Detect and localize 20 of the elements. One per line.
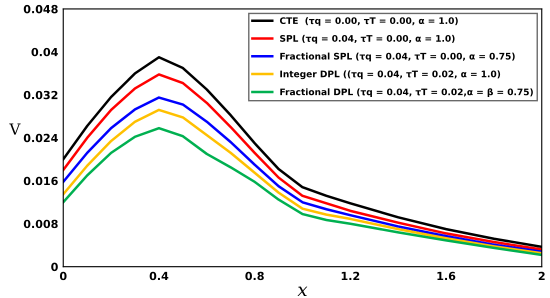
legend-label: Fractional DPL (τq = 0.04, τT = 0.02,α = β = 0.75): [280, 88, 533, 98]
y-tick-label: 0.04: [32, 48, 58, 56]
y-tick-label: 0: [51, 262, 58, 272]
y-tick-label: 0.048: [24, 4, 58, 14]
x-tick-label: 1.6: [437, 272, 456, 280]
legend-label: Fractional SPL (τq = 0.04, τT = 0.00, α = 0.75): [280, 52, 515, 62]
x-tick-label: 0.4: [150, 272, 168, 280]
x-tick-label: 1.2: [342, 272, 360, 280]
x-tick-label: 0.8: [245, 272, 264, 280]
y-tick-label: 0.016: [24, 176, 58, 186]
y-tick-label: 0.024: [24, 134, 58, 142]
legend-label: Integer DPL ((τq = 0.04, τT = 0.02, α = 1.0): [280, 70, 500, 80]
x-tick-label: 2: [538, 272, 545, 280]
y-tick-label: 0.008: [24, 220, 58, 228]
legend-label: CTE (τq = 0.00, τT = 0.00, α = 1.0): [280, 17, 458, 26]
x-tick-label: 0: [60, 272, 67, 280]
legend-label: SPL (τq = 0.04, τT = 0.00, α = 1.0): [280, 34, 455, 44]
y-axis-title: V: [9, 124, 21, 135]
x-axis-title: x: [297, 286, 308, 296]
y-tick-label: 0.032: [24, 90, 58, 100]
